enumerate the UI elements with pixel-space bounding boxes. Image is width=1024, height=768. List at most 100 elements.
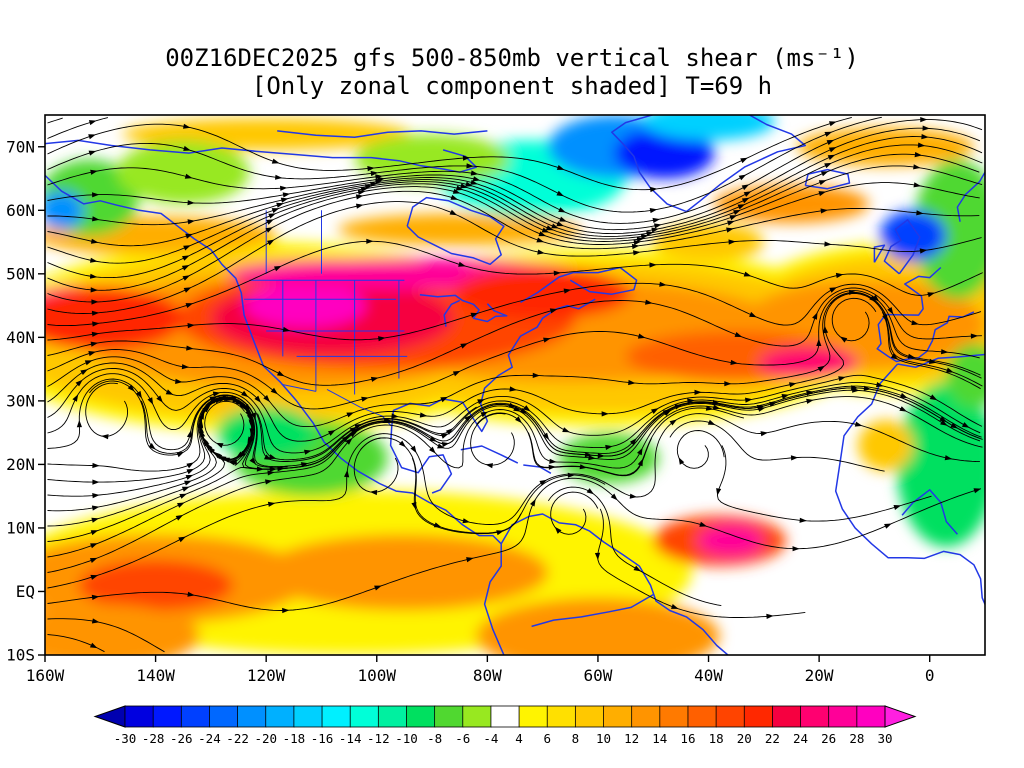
flow-arrow-icon — [745, 397, 753, 403]
flow-arrow-icon — [185, 474, 194, 480]
flow-arrow-icon — [737, 204, 746, 210]
colorbar-tick-label: 12 — [624, 731, 639, 746]
flow-arrow-icon — [187, 323, 195, 329]
flow-arrow-icon — [441, 442, 450, 448]
flow-arrow-icon — [367, 166, 375, 172]
flow-arrow-icon — [872, 294, 880, 302]
flow-arrow-icon — [198, 425, 204, 434]
flow-arrow-icon — [588, 455, 596, 461]
flow-arrow-icon — [799, 517, 807, 523]
flow-arrow-icon — [941, 349, 949, 355]
colorbar-segment — [715, 705, 746, 728]
flow-arrow-icon — [246, 414, 252, 422]
flow-arrow-icon — [806, 398, 814, 404]
flow-arrow-icon — [282, 192, 291, 198]
flow-arrow-icon — [277, 370, 285, 377]
flow-arrow-icon — [91, 505, 100, 511]
y-tick-label: 20N — [6, 455, 35, 474]
colorbar-tick-label: -16 — [311, 731, 334, 746]
colorbar-tick-label: 6 — [543, 731, 551, 746]
flow-arrow-icon — [75, 379, 83, 387]
flow-arrow-icon — [927, 292, 935, 298]
flow-arrow-icon — [187, 591, 195, 597]
flow-arrow-icon — [361, 396, 369, 402]
flow-arrow-icon — [472, 176, 481, 182]
flow-arrow-icon — [537, 249, 545, 255]
flow-arrow-icon — [89, 273, 98, 279]
flow-arrow-icon — [437, 443, 445, 449]
colorbar-segment — [152, 705, 183, 728]
flow-arrow-icon — [663, 410, 672, 416]
flow-arrow-icon — [852, 387, 860, 393]
x-tick-label: 120W — [247, 666, 286, 685]
streamline — [47, 290, 980, 410]
flow-arrow-icon — [509, 386, 517, 392]
flow-arrow-icon — [671, 604, 679, 609]
streamline — [47, 387, 980, 542]
flow-arrow-icon — [946, 367, 954, 373]
flow-arrow-icon — [378, 336, 386, 342]
colorbar-segment — [490, 705, 520, 728]
colorbar-tick-label: -22 — [226, 731, 249, 746]
flow-arrow-icon — [460, 343, 468, 349]
flow-arrow-icon — [536, 237, 545, 243]
flow-arrow-icon — [88, 150, 97, 156]
streamline — [47, 287, 982, 386]
streamline — [47, 190, 980, 303]
streamline — [476, 412, 653, 477]
flow-arrow-icon — [539, 479, 547, 486]
flow-arrow-icon — [554, 526, 562, 534]
streamline — [47, 117, 63, 124]
flow-arrow-icon — [370, 376, 379, 382]
flow-arrow-icon — [328, 430, 336, 436]
flow-arrow-icon — [276, 202, 284, 208]
flow-arrow-icon — [183, 145, 191, 151]
colorbar-tick-label: 4 — [515, 731, 523, 746]
streamline — [47, 477, 982, 611]
flow-arrow-icon — [267, 239, 275, 246]
flow-arrow-icon — [950, 422, 958, 429]
colorbar-segment — [124, 705, 154, 728]
flow-arrow-icon — [176, 451, 185, 458]
flow-arrow-icon — [900, 392, 908, 398]
streamline — [669, 420, 885, 472]
streamline — [47, 127, 981, 231]
flow-arrow-icon — [649, 262, 657, 268]
flow-arrow-icon — [370, 170, 379, 177]
flow-arrow-icon — [820, 208, 828, 214]
y-tick-label: 10S — [6, 646, 35, 665]
streamline — [831, 297, 877, 342]
flow-arrow-icon — [90, 287, 98, 293]
flow-arrow-icon — [556, 190, 564, 197]
x-tick-label: 60W — [583, 666, 612, 685]
flow-arrow-icon — [597, 453, 605, 459]
streamline — [47, 618, 165, 653]
flow-arrow-icon — [360, 186, 369, 192]
colorbar-tick-label: 16 — [680, 731, 695, 746]
flow-arrow-icon — [186, 462, 194, 469]
flow-arrow-icon — [449, 209, 458, 216]
flow-arrow-icon — [175, 514, 184, 521]
flow-arrow-icon — [357, 189, 366, 195]
flow-arrow-icon — [869, 295, 877, 303]
flow-arrow-icon — [743, 271, 752, 277]
flow-arrow-icon — [186, 345, 194, 351]
flow-arrow-icon — [651, 408, 659, 414]
flow-arrow-icon — [705, 405, 714, 411]
flow-arrow-icon — [649, 208, 658, 214]
colorbar-segment — [293, 705, 323, 728]
colorbar-segment — [237, 705, 267, 728]
flow-arrow-icon — [586, 488, 594, 495]
flow-arrow-icon — [789, 382, 797, 388]
flow-arrow-icon — [440, 433, 449, 439]
flow-arrow-icon — [839, 336, 848, 343]
flow-arrow-icon — [480, 411, 489, 418]
streamline — [47, 389, 981, 558]
flow-arrow-icon — [917, 142, 926, 148]
streamline — [89, 380, 237, 456]
flow-arrow-icon — [366, 238, 374, 244]
flow-arrow-icon — [738, 174, 747, 181]
flow-arrow-icon — [470, 170, 479, 176]
flow-arrow-icon — [729, 215, 738, 221]
flow-arrow-icon — [579, 464, 588, 470]
